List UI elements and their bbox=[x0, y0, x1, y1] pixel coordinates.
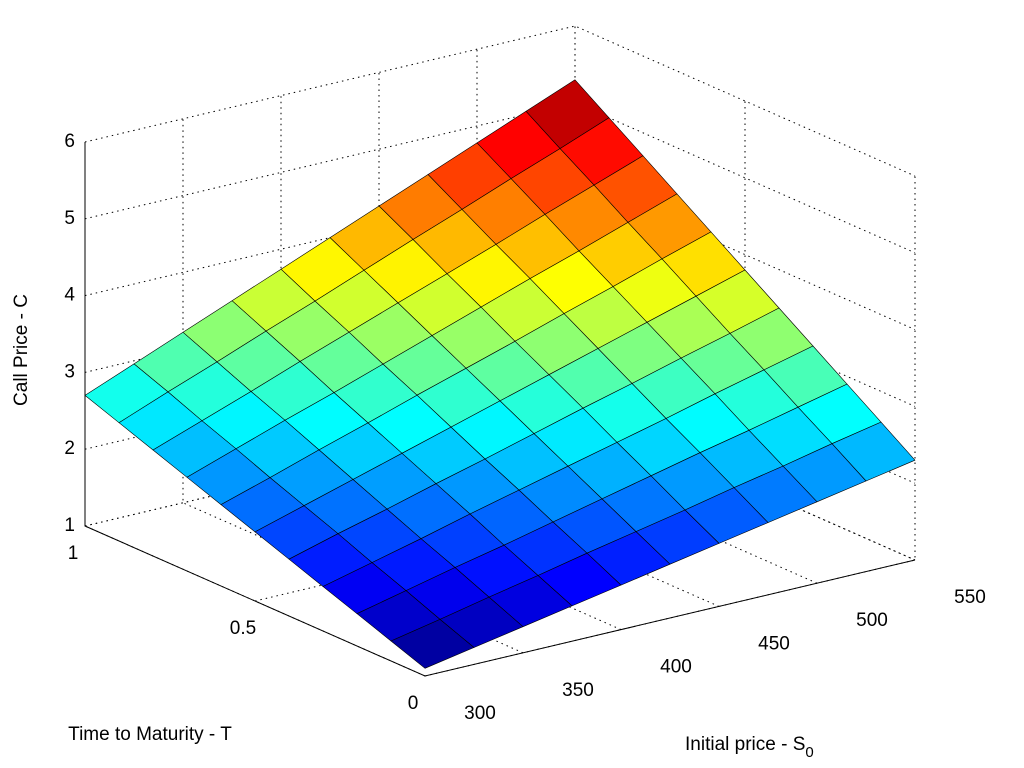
x-tick-label: 550 bbox=[954, 587, 986, 608]
x-tick-label: 400 bbox=[660, 657, 692, 678]
surface bbox=[84, 79, 916, 669]
surface-patch bbox=[390, 619, 475, 669]
y-tick-label: 0.5 bbox=[230, 618, 256, 639]
y-tick-label: 1 bbox=[68, 543, 79, 564]
x-tick-label: 300 bbox=[464, 703, 496, 724]
x-tick-label: 500 bbox=[856, 610, 888, 631]
z-tick-label: 4 bbox=[64, 285, 75, 306]
y-grid-line bbox=[424, 176, 916, 677]
z-tick-label: 5 bbox=[64, 208, 75, 229]
x-tick-label: 450 bbox=[758, 633, 790, 654]
axis-edge bbox=[84, 142, 916, 677]
z-axis-label: Call Price - C bbox=[11, 294, 32, 406]
x-grid-line bbox=[378, 72, 720, 607]
x-axis-label: Initial price - S0 bbox=[685, 734, 814, 761]
z-tick-label: 6 bbox=[64, 131, 75, 152]
x-grid-line bbox=[182, 118, 524, 654]
x-tick-label: 350 bbox=[562, 680, 594, 701]
y-tick-label: 0 bbox=[408, 693, 419, 714]
labels: 300 350 400 450 500 550 0 0.5 1 1 2 3 4 5 6 bbox=[64, 131, 985, 724]
x-axis-label-subscript: 0 bbox=[805, 744, 813, 761]
z-tick-label: 2 bbox=[64, 438, 75, 459]
x-axis-label-text: Initial price - S bbox=[685, 734, 805, 755]
y-axis-label: Time to Maturity - T bbox=[68, 724, 232, 745]
x-grid-line bbox=[280, 95, 622, 631]
z-tick-label: 3 bbox=[64, 361, 75, 382]
z-tick-label: 1 bbox=[64, 515, 75, 536]
y-grid-line bbox=[254, 101, 746, 602]
